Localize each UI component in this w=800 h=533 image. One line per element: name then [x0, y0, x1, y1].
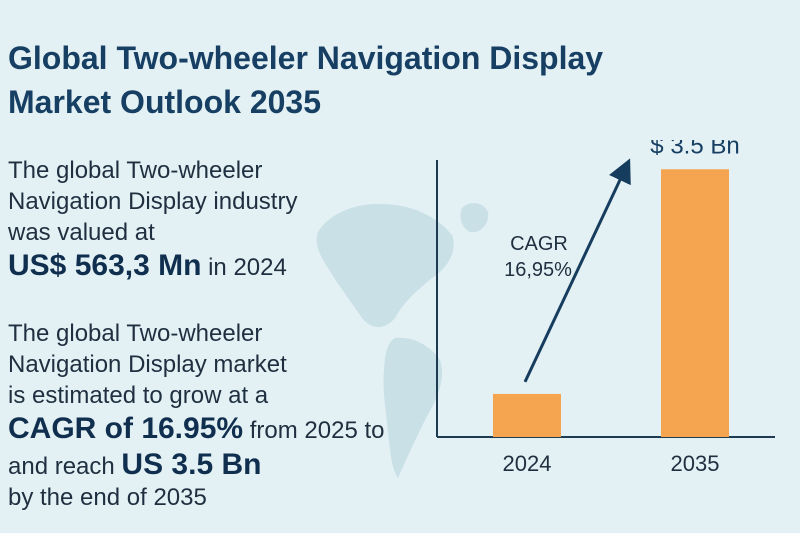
growth-arrow: [523, 158, 631, 383]
title-line-2: Market Outlook 2035: [8, 84, 321, 120]
cagr-annotation-line-2: 16,95%: [504, 259, 572, 281]
bar-2035: [661, 169, 729, 437]
cagr-highlight: CAGR of 16.95%: [8, 412, 244, 445]
growth-line-1: The global Two-wheeler: [8, 320, 263, 347]
growth-line-2: Navigation Display market: [8, 351, 287, 378]
market-bar-chart: 2024 2035 $ 3.5 Bn CAGR 16,95%: [436, 140, 775, 476]
growth-paragraph: The global Two-wheeler Navigation Displa…: [8, 318, 428, 513]
cagr-annotation-line-1: CAGR: [510, 233, 568, 255]
valuation-suffix: in 2024: [201, 254, 287, 281]
title-line-1: Global Two-wheeler Navigation Display: [8, 40, 604, 76]
valuation-line-4: US$ 563,3 Mn in 2024: [8, 248, 408, 286]
data-label-2035: $ 3.5 Bn: [650, 140, 739, 159]
valuation-line-1: The global Two-wheeler: [8, 157, 263, 184]
x-tick-label-2035: 2035: [671, 451, 720, 476]
growth-line-3: is estimated to grow at a: [8, 382, 269, 409]
reach-highlight: US 3.5 Bn: [121, 448, 262, 481]
valuation-line-3: was valued at: [8, 219, 155, 246]
reach-prefix: and reach: [8, 453, 122, 480]
valuation-line-2: Navigation Display industry: [8, 188, 298, 215]
valuation-highlight: US$ 563,3 Mn: [8, 249, 202, 282]
page-title: Global Two-wheeler Navigation Display Ma…: [8, 36, 708, 124]
growth-line-6: by the end of 2035: [8, 484, 207, 511]
valuation-paragraph: The global Two-wheeler Navigation Displa…: [8, 155, 408, 286]
growth-line-4: CAGR of 16.95% from 2025 to: [8, 411, 428, 449]
growth-line-5: and reach US 3.5 Bn: [8, 449, 428, 482]
cagr-suffix: from 2025 to: [243, 417, 385, 444]
x-tick-label-2024: 2024: [503, 451, 552, 476]
bar-2024: [493, 393, 561, 437]
